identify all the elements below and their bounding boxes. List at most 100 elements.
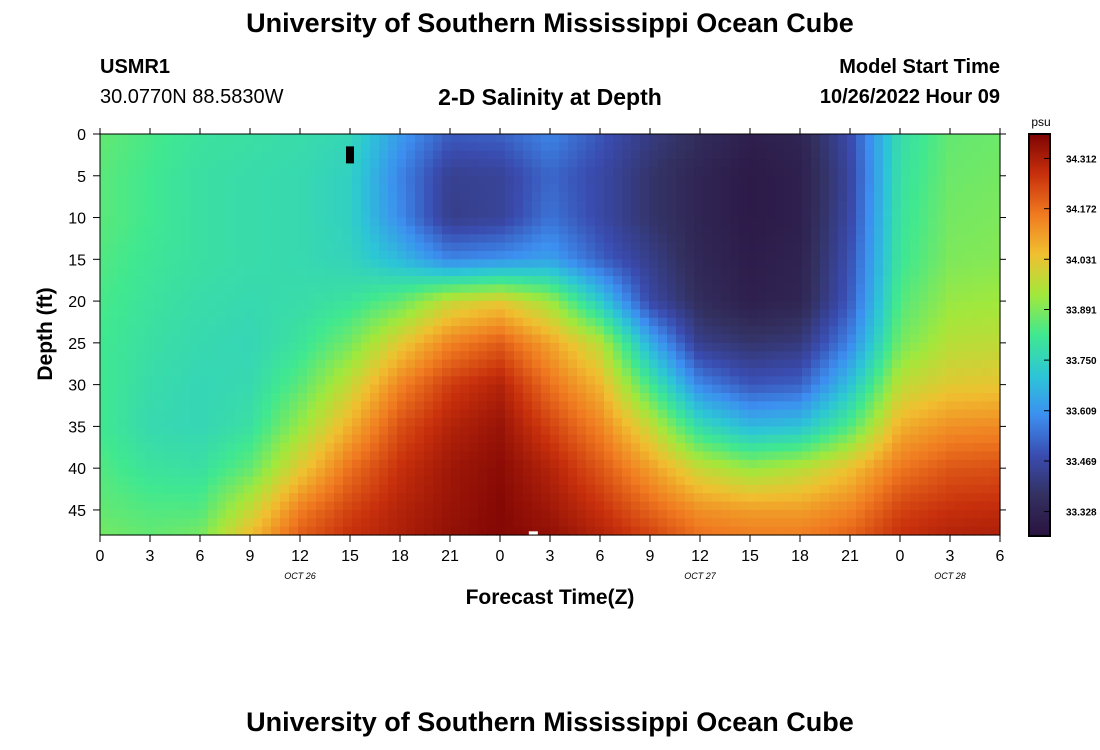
heatmap-cell [406,326,416,336]
heatmap-cell [748,217,758,227]
heatmap-cell [271,459,281,469]
heatmap-cell [496,401,506,411]
heatmap-cell [937,526,947,536]
heatmap-cell [901,184,911,194]
heatmap-cell [118,376,128,386]
heatmap-cell [496,409,506,419]
heatmap-cell [703,334,713,344]
heatmap-cell [811,401,821,411]
heatmap-cell [820,159,830,169]
heatmap-cell [154,242,164,252]
heatmap-cell [712,476,722,486]
y-tick-label: 5 [77,169,86,186]
heatmap-cell [361,501,371,511]
heatmap-cell [991,367,1001,377]
heatmap-cell [856,134,866,143]
heatmap-cell [478,250,488,260]
heatmap-cell [712,301,722,311]
heatmap-cell [325,476,335,486]
heatmap-cell [910,250,920,260]
heatmap-cell [550,493,560,503]
heatmap-cell [271,276,281,285]
heatmap-cell [487,167,497,177]
heatmap-cell [406,468,416,478]
heatmap-cell [766,284,776,294]
heatmap-cell [703,209,713,219]
heatmap-cell [460,326,470,336]
heatmap-cell [307,317,317,327]
heatmap-cell [496,392,506,402]
heatmap-cell [757,384,767,394]
heatmap-cell [334,476,344,486]
heatmap-cell [937,209,947,219]
heatmap-cell [919,392,929,402]
heatmap-cell [172,326,182,336]
heatmap-cell [190,326,200,336]
heatmap-cell [928,351,938,361]
heatmap-cell [622,192,632,202]
heatmap-cell [739,493,749,503]
heatmap-cell [226,250,236,260]
heatmap-cell [811,484,821,494]
heatmap-cell [586,384,596,394]
heatmap-cell [217,150,227,160]
heatmap-cell [820,267,830,277]
heatmap-cell [676,209,686,219]
heatmap-cell [955,184,965,194]
heatmap-cell [262,292,272,302]
heatmap-cell [820,409,830,419]
heatmap-cell [541,276,551,285]
heatmap-cell [955,209,965,219]
heatmap-cell [379,292,389,302]
heatmap-cell [568,493,578,503]
heatmap-cell [712,418,722,427]
heatmap-cell [820,476,830,486]
heatmap-cell [397,142,407,152]
heatmap-cell [136,526,146,536]
heatmap-cell [667,150,677,160]
heatmap-cell [550,234,560,244]
heatmap-cell [694,259,704,269]
heatmap-cell [667,175,677,185]
heatmap-cell [127,434,137,444]
heatmap-cell [145,150,155,160]
heatmap-cell [649,167,659,177]
heatmap-cell [433,384,443,394]
heatmap-cell [199,284,209,294]
heatmap-cell [766,526,776,536]
heatmap-cell [316,167,326,177]
heatmap-cell [514,284,524,294]
heatmap-cell [514,159,524,169]
heatmap-cell [919,284,929,294]
heatmap-cell [793,376,803,386]
heatmap-cell [775,159,785,169]
heatmap-cell [181,526,191,536]
heatmap-cell [703,367,713,377]
heatmap-cell [937,376,947,386]
heatmap-cell [604,351,614,361]
heatmap-cell [784,142,794,152]
heatmap-cell [910,234,920,244]
heatmap-cell [469,292,479,302]
heatmap-cell [289,142,299,152]
heatmap-cell [847,150,857,160]
heatmap-cell [730,284,740,294]
heatmap-cell [811,242,821,252]
heatmap-cell [901,434,911,444]
heatmap-cell [748,426,758,436]
heatmap-cell [388,259,398,269]
heatmap-cell [730,476,740,486]
heatmap-cell [433,225,443,235]
heatmap-cell [550,509,560,519]
heatmap-cell [658,317,668,327]
heatmap-cell [226,225,236,235]
heatmap-cell [424,242,434,252]
heatmap-cell [631,359,641,369]
heatmap-cell [469,409,479,419]
heatmap-cell [955,192,965,202]
heatmap-cell [622,401,632,411]
heatmap-cell [757,259,767,269]
heatmap-cell [730,367,740,377]
heatmap-cell [136,192,146,202]
heatmap-cell [685,409,695,419]
